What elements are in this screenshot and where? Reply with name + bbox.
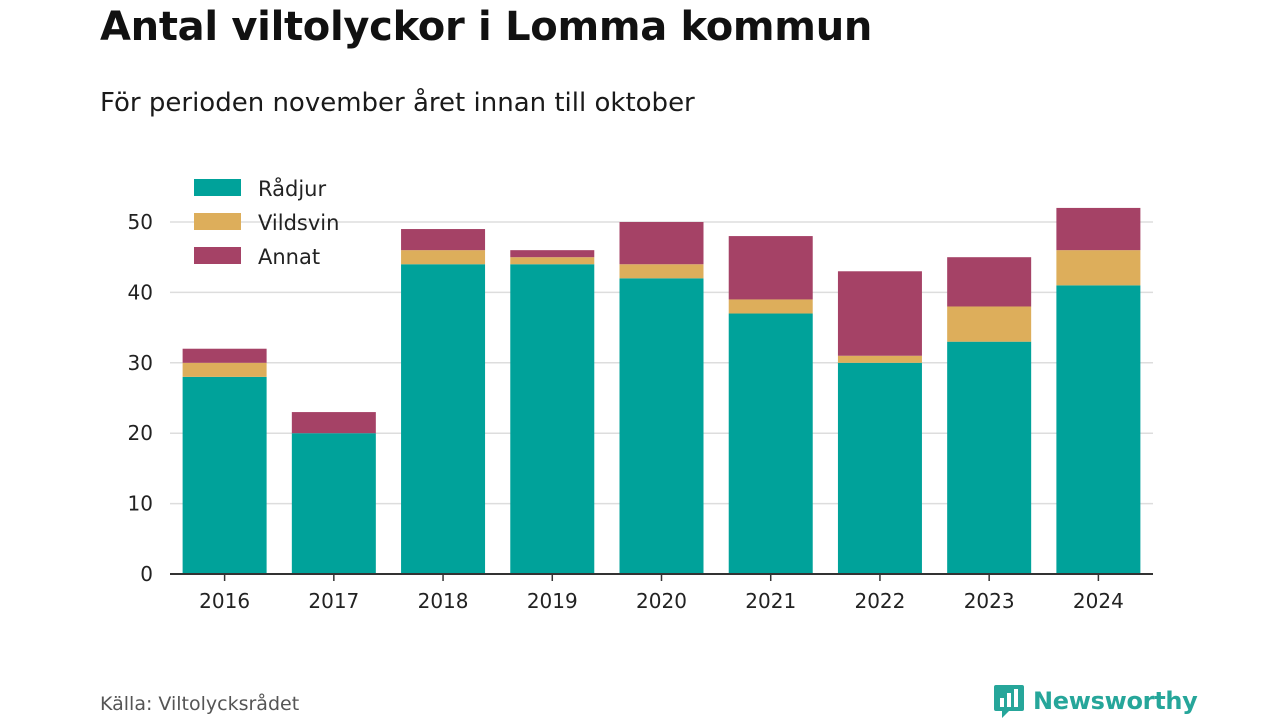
bar-vildsvin-2022 — [837, 355, 922, 363]
bar-r-djur-2021 — [728, 313, 813, 574]
legend-label: Rådjur — [258, 176, 326, 201]
legend-label: Annat — [258, 245, 320, 269]
x-tick-label: 2019 — [527, 589, 578, 613]
bar-r-djur-2020 — [619, 278, 704, 574]
bar-annat-2023 — [947, 257, 1032, 307]
brand-name: Newsworthy — [1033, 687, 1198, 715]
legend-swatch — [194, 213, 241, 230]
bar-r-djur-2023 — [947, 341, 1032, 574]
legend: Rådjur Vildsvin Annat — [194, 176, 339, 269]
bar-r-djur-2019 — [510, 264, 595, 574]
y-tick-label: 50 — [128, 210, 153, 234]
x-tick-label: 2023 — [964, 589, 1015, 613]
x-tick-label: 2024 — [1073, 589, 1124, 613]
y-tick-label: 40 — [128, 280, 153, 304]
legend-swatch — [194, 179, 241, 196]
y-tick-label: 20 — [128, 421, 153, 445]
bar-annat-2024 — [1056, 207, 1141, 251]
stacked-bar-chart: 0 10 20 30 40 50 2016 2017 2018 2019 2020 2021 2022 2… — [128, 176, 1153, 613]
bar-vildsvin-2023 — [947, 306, 1032, 342]
bar-vildsvin-2018 — [401, 250, 486, 265]
bar-vildsvin-2019 — [510, 257, 595, 265]
newsworthy-logo-icon — [994, 685, 1024, 718]
x-tick-label: 2021 — [745, 589, 796, 613]
brand-logo: Newsworthy — [993, 683, 1198, 719]
bar-r-djur-2018 — [401, 264, 486, 574]
bar-r-djur-2016 — [182, 376, 267, 574]
bar-r-djur-2022 — [837, 362, 922, 574]
source-note: Källa: Viltolycksrådet — [100, 693, 300, 715]
x-tick-label: 2018 — [418, 589, 469, 613]
bars — [182, 207, 1141, 574]
bar-annat-2016 — [182, 348, 267, 363]
bar-r-djur-2017 — [291, 433, 376, 574]
bar-annat-2017 — [291, 412, 376, 434]
y-tick-label: 10 — [128, 492, 153, 516]
axes: 0 10 20 30 40 50 2016 2017 2018 2019 2020 2021 2022 2… — [128, 210, 1153, 613]
bar-annat-2019 — [510, 250, 595, 258]
y-tick-label: 0 — [140, 562, 153, 586]
chart-subtitle: För perioden november året innan till ok… — [100, 88, 695, 118]
bar-annat-2020 — [619, 222, 704, 265]
x-tick-label: 2020 — [636, 589, 687, 613]
bar-vildsvin-2021 — [728, 299, 813, 314]
chart-title: Antal viltolyckor i Lomma kommun — [100, 4, 873, 50]
bar-annat-2018 — [401, 229, 486, 251]
y-tick-label: 30 — [128, 351, 153, 375]
legend-swatch — [194, 247, 241, 264]
bar-r-djur-2024 — [1056, 285, 1141, 574]
bar-vildsvin-2016 — [182, 362, 267, 377]
bar-annat-2021 — [728, 236, 813, 300]
legend-label: Vildsvin — [258, 211, 339, 235]
x-tick-label: 2022 — [854, 589, 905, 613]
bar-vildsvin-2020 — [619, 264, 704, 279]
bar-annat-2022 — [837, 271, 922, 356]
x-tick-label: 2016 — [199, 589, 250, 613]
bar-vildsvin-2024 — [1056, 250, 1141, 286]
x-tick-label: 2017 — [308, 589, 359, 613]
